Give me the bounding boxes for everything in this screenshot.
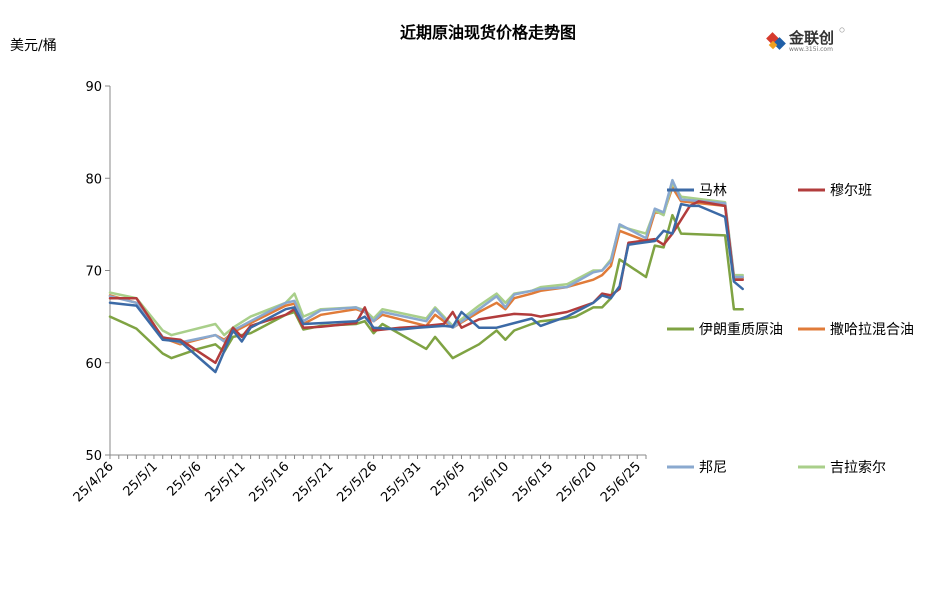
y-tick-label: 70 — [85, 265, 102, 280]
legend-label: 穆尔班 — [830, 183, 872, 199]
x-tick-label: 25/4/26 — [71, 459, 117, 505]
series-line-4 — [108, 178, 744, 344]
series-line-5 — [108, 181, 744, 337]
chart-title: 近期原油现货价格走势图 — [400, 23, 576, 42]
x-tick-label: 25/6/15 — [510, 459, 556, 505]
legend-label: 马林 — [699, 183, 727, 199]
y-axis-unit: 美元/桶 — [10, 38, 57, 54]
x-tick-label: 25/5/21 — [290, 459, 336, 505]
logo: 金联创 www.315i.com — [766, 27, 845, 53]
series-line-0 — [108, 202, 744, 374]
x-tick-label: 25/6/25 — [598, 459, 644, 505]
x-tick-label: 25/6/10 — [466, 459, 512, 505]
x-tick-label: 25/5/31 — [378, 459, 424, 505]
logo-subtext: www.315i.com — [789, 46, 833, 53]
x-tick-label: 25/5/1 — [121, 459, 161, 499]
y-tick-label: 80 — [85, 172, 102, 187]
x-tick-label: 25/5/6 — [165, 459, 205, 499]
legend-label: 吉拉索尔 — [830, 459, 886, 476]
legend-label: 邦尼 — [699, 460, 727, 476]
x-tick-label: 25/6/20 — [554, 459, 600, 505]
series-line-1 — [108, 200, 744, 365]
legend-label: 伊朗重质原油 — [699, 322, 783, 338]
series-layer — [108, 178, 744, 374]
series-line-2 — [108, 213, 744, 360]
y-tick-label: 60 — [85, 357, 102, 372]
legend-label: 撒哈拉混合油 — [830, 322, 914, 338]
logo-text: 金联创 — [788, 29, 834, 47]
logo-registered-mark — [839, 27, 845, 33]
x-tick-label: 25/6/5 — [428, 459, 468, 499]
x-tick-label: 25/5/16 — [247, 459, 293, 505]
y-tick-label: 50 — [85, 449, 102, 464]
x-tick-label: 25/5/26 — [334, 459, 380, 505]
x-tick-label: 25/5/11 — [203, 459, 249, 505]
y-tick-label: 90 — [85, 80, 102, 95]
